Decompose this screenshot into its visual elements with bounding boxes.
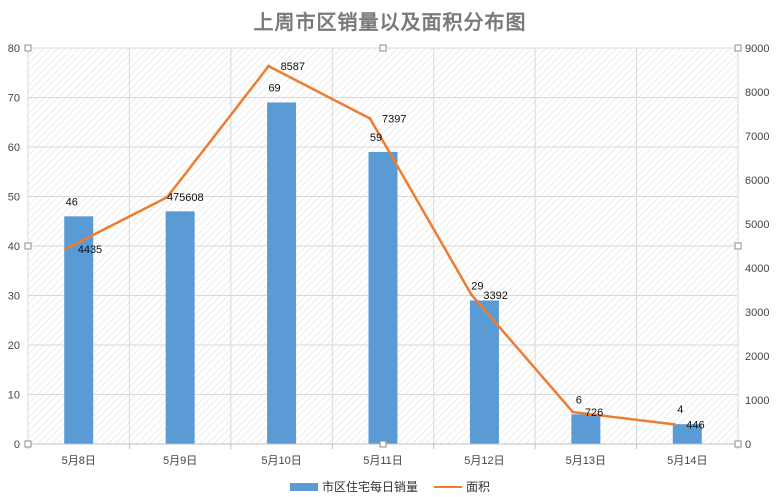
axes: 0 10 20 30 40 50 60 70 80 0 1000 2000 3000 4000 5000 60…: [8, 43, 770, 467]
y-right-tick-label: 7000: [745, 131, 769, 143]
bar: [368, 151, 398, 444]
y-right-tick-label: 9000: [745, 43, 769, 55]
line-value-label: 7397: [382, 114, 406, 126]
line-value-label: 446: [686, 419, 704, 431]
x-tick-label: 5月8日: [62, 455, 96, 467]
line-point: [672, 422, 676, 426]
y-left-tick-label: 10: [8, 390, 20, 402]
bar-value-label: 4: [677, 404, 683, 416]
y-left-tick-label: 30: [8, 291, 20, 303]
line-value-label: 726: [585, 407, 603, 419]
legend-label-sales: 市区住宅每日销量: [321, 480, 418, 494]
selection-handles: [24, 44, 742, 448]
bar-value-label: 69: [268, 82, 280, 94]
y-left-tick-label: 70: [8, 93, 20, 105]
bar-value-label: 47: [167, 191, 179, 203]
y-left-tick-label: 20: [8, 340, 20, 352]
x-tick-label: 5月12日: [464, 455, 504, 467]
legend-label-area: 面积: [466, 480, 491, 494]
y-left-tick-label: 50: [8, 192, 20, 204]
y-left-tick-label: 0: [14, 439, 20, 451]
data-labels: 46 47 69 59 29 6 4 4435 5608 8587 7397 3392 726 446: [66, 61, 705, 431]
x-tick-label: 5月10日: [261, 455, 301, 467]
line-point: [368, 117, 372, 121]
y-right-tick-label: 2000: [745, 351, 769, 363]
line-value-label: 3392: [483, 290, 507, 302]
bar: [571, 414, 601, 444]
x-tick-label: 5月14日: [667, 455, 707, 467]
chart-title: 上周市区销量以及面积分布图: [253, 10, 527, 34]
x-tick-label: 5月13日: [566, 455, 606, 467]
line-value-label: 8587: [281, 61, 305, 73]
resize-handle: [734, 242, 742, 250]
y-right-tick-label: 8000: [745, 87, 769, 99]
resize-handle: [734, 44, 742, 52]
x-tick-label: 5月9日: [163, 455, 197, 467]
legend-item-sales: 市区住宅每日销量: [289, 478, 418, 495]
resize-handle: [24, 440, 32, 448]
line-point: [571, 410, 575, 414]
line-value-label: 5608: [179, 192, 203, 204]
legend: 市区住宅每日销量 面积: [0, 478, 780, 495]
y-left-tick-label: 40: [8, 241, 20, 253]
line-point: [64, 247, 68, 251]
bar-value-label: 46: [66, 196, 78, 208]
bar: [469, 300, 499, 444]
legend-item-area: 面积: [434, 478, 490, 495]
y-right-tick-label: 6000: [745, 175, 769, 187]
resize-handle: [379, 44, 387, 52]
line-point: [267, 64, 271, 68]
y-right-tick-label: 0: [745, 439, 751, 451]
bar-value-label: 6: [576, 394, 582, 406]
resize-handle: [24, 44, 32, 52]
resize-handle: [734, 440, 742, 448]
bar: [267, 102, 297, 444]
resize-handle: [24, 242, 32, 250]
y-right-tick-label: 5000: [745, 219, 769, 231]
legend-line-swatch: [434, 485, 462, 488]
bar-value-label: 29: [471, 280, 483, 292]
line-point: [469, 293, 473, 297]
y-right-tick-label: 4000: [745, 263, 769, 275]
resize-handle: [379, 440, 387, 448]
line-point: [165, 195, 169, 199]
bar-value-label: 59: [370, 132, 382, 144]
x-tick-label: 5月11日: [363, 455, 403, 467]
line-series: [64, 64, 676, 426]
y-left-tick-label: 80: [8, 43, 20, 55]
line-value-label: 4435: [78, 244, 102, 256]
bar: [672, 424, 702, 444]
bar-series: [64, 102, 702, 444]
y-left-tick-label: 60: [8, 142, 20, 154]
legend-bar-swatch: [289, 482, 318, 491]
y-right-tick-label: 3000: [745, 307, 769, 319]
bar: [165, 211, 195, 444]
y-right-tick-label: 1000: [745, 395, 769, 407]
bar: [64, 216, 94, 444]
